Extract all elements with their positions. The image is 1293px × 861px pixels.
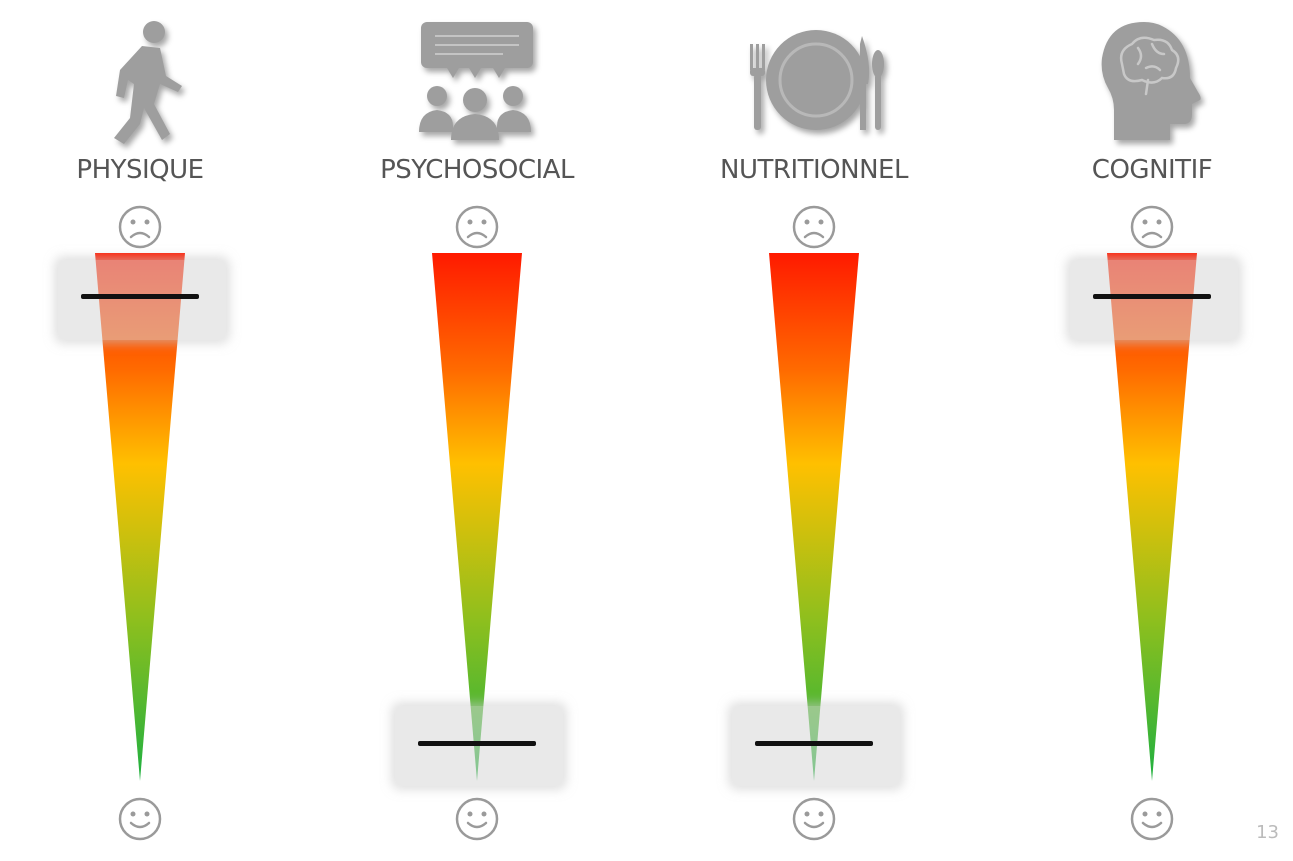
category-cognitif: COGNITIF: [1002, 0, 1293, 861]
happy-face-icon: [1129, 796, 1175, 842]
category-physique: PHYSIQUE: [0, 0, 290, 861]
happy-face-icon: [117, 796, 163, 842]
level-marker-highlight: [395, 706, 563, 786]
category-label: PSYCHOSOCIAL: [380, 155, 574, 185]
category-label: PHYSIQUE: [76, 155, 204, 185]
brain-head-icon: [1082, 14, 1222, 144]
plate-cutlery-icon: [744, 14, 884, 144]
category-psychosocial: PSYCHOSOCIAL: [327, 0, 627, 861]
sad-face-icon: [117, 204, 163, 250]
level-marker: [81, 294, 199, 299]
severity-gradient-cone: [769, 253, 859, 781]
group-discussion-icon: [407, 14, 547, 144]
happy-face-icon: [454, 796, 500, 842]
level-marker-highlight: [58, 260, 226, 340]
category-nutritionnel: NUTRITIONNEL: [664, 0, 964, 861]
sad-face-icon: [1129, 204, 1175, 250]
happy-face-icon: [791, 796, 837, 842]
page-number: 13: [1256, 822, 1279, 843]
level-marker-highlight: [732, 706, 900, 786]
severity-gradient-cone: [1107, 253, 1197, 781]
category-label: COGNITIF: [1091, 155, 1213, 185]
severity-gradient-cone: [95, 253, 185, 781]
category-label: NUTRITIONNEL: [720, 155, 908, 185]
level-marker: [1093, 294, 1211, 299]
level-marker: [755, 741, 873, 746]
severity-gradient-cone: [432, 253, 522, 781]
sad-face-icon: [791, 204, 837, 250]
walking-person-icon: [70, 14, 210, 144]
sad-face-icon: [454, 204, 500, 250]
level-marker: [418, 741, 536, 746]
level-marker-highlight: [1070, 260, 1238, 340]
